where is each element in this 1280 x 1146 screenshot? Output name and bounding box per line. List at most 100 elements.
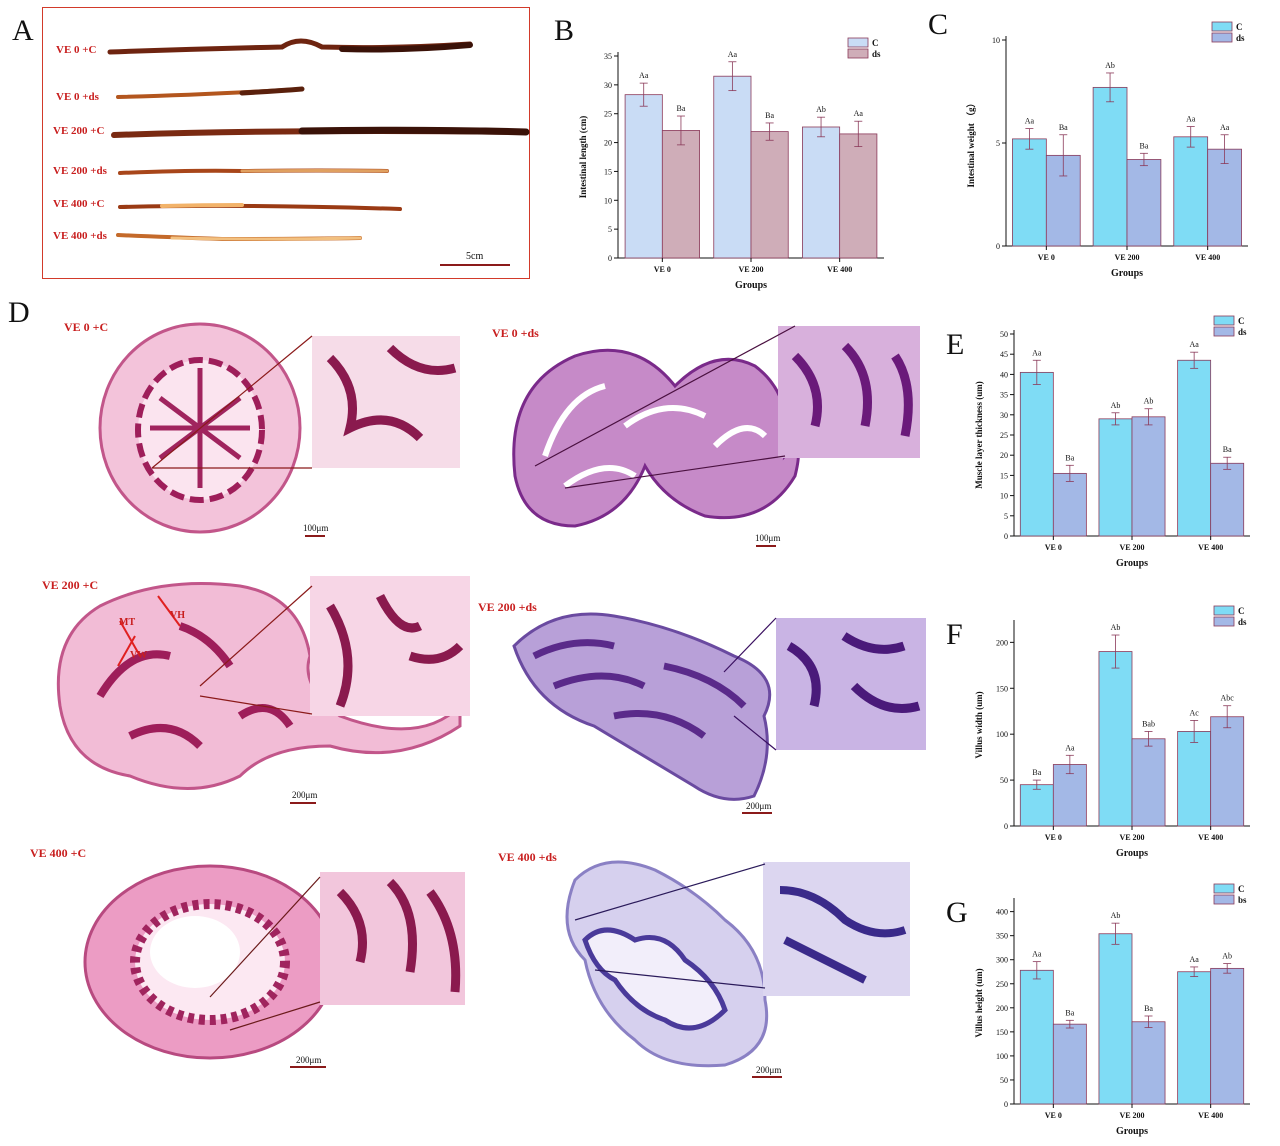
scale-label: 200μm <box>756 1065 782 1075</box>
significance-label: Ba <box>677 104 686 113</box>
bar <box>1177 971 1212 1105</box>
legend-label: C <box>1236 22 1243 32</box>
y-tick-label: 20 <box>1000 451 1008 460</box>
significance-label: Abc <box>1221 694 1235 703</box>
bar <box>713 75 752 259</box>
bar <box>839 133 878 259</box>
legend-swatch <box>1213 315 1235 326</box>
y-tick-label: 150 <box>996 1028 1008 1037</box>
x-axis-label: Groups <box>1111 268 1143 279</box>
histology-ve200-ds <box>512 612 926 801</box>
y-tick-label: 0 <box>1004 532 1008 541</box>
significance-label: Ab <box>1111 401 1121 410</box>
legend-swatch <box>1211 21 1233 32</box>
scale-bar <box>440 264 510 266</box>
bar <box>1131 1021 1166 1105</box>
panel-label-d: D <box>8 296 30 329</box>
y-tick-label: 25 <box>604 110 612 119</box>
y-tick-label: 100 <box>996 730 1008 739</box>
significance-label: Ac <box>1189 708 1199 717</box>
annotation-mt: MT <box>119 617 136 628</box>
x-axis-label: Groups <box>1116 848 1148 859</box>
histology-ve0-c <box>98 322 460 534</box>
legend-swatch <box>1213 326 1235 337</box>
significance-label: Ba <box>1065 1008 1074 1017</box>
panel-a-frame <box>42 7 530 279</box>
y-tick-label: 50 <box>1000 776 1008 785</box>
legend-label: ds <box>1236 33 1245 43</box>
legend-swatch <box>847 48 869 59</box>
y-tick-label: 50 <box>1000 330 1008 339</box>
chart-e-muscle-layer-thickness: 0 5 10 15 20 25 30 35 40 45 50 Aa Ba VE 0 Ab Ab VE 200 Aa… <box>974 315 1250 569</box>
panel-d-label: VE 200 +C <box>42 578 99 592</box>
bar <box>802 126 841 259</box>
x-tick-label: VE 200 <box>738 265 763 274</box>
panel-d-label: VE 0 +ds <box>492 326 539 340</box>
significance-label: Ab <box>1144 397 1154 406</box>
scale-label: 100μm <box>755 533 781 543</box>
chart-c-intestinal-weight: 0 5 10 Aa Ba VE 0 Ab Ba VE 200 Aa Aa VE 400 Groups In… <box>966 21 1248 279</box>
bar <box>1126 159 1162 247</box>
scale-bar <box>752 1076 782 1078</box>
panel-label-b: B <box>554 14 575 47</box>
bar <box>1098 933 1133 1105</box>
significance-label: Aa <box>854 109 864 118</box>
x-axis-label: Groups <box>1116 1126 1148 1137</box>
scale-bar <box>305 535 325 537</box>
bar <box>1019 969 1054 1105</box>
y-tick-label: 10 <box>604 196 612 205</box>
bar <box>1019 784 1054 827</box>
y-axis-label: Intestinal weight （g） <box>966 98 976 187</box>
significance-label: Ba <box>1139 141 1148 150</box>
panel-a-row-label: VE 0 +C <box>56 44 97 56</box>
bar <box>1019 371 1054 537</box>
y-axis-label: Intestinal length (cm) <box>578 116 588 199</box>
histology-ve400-c <box>83 864 465 1060</box>
y-tick-label: 15 <box>1000 471 1008 480</box>
x-tick-label: VE 0 <box>654 265 671 274</box>
scale-label: 200μm <box>292 790 318 800</box>
x-tick-label: VE 200 <box>1119 543 1144 552</box>
significance-label: Aa <box>639 71 649 80</box>
significance-label: Ba <box>1223 445 1232 454</box>
significance-label: Aa <box>1189 340 1199 349</box>
panel-d-label: VE 400 +C <box>30 846 87 860</box>
significance-label: Aa <box>1032 950 1042 959</box>
panel-label-c: C <box>928 8 949 41</box>
legend-label: C <box>872 38 879 48</box>
x-tick-label: VE 200 <box>1119 1111 1144 1120</box>
bar <box>661 130 700 259</box>
y-tick-label: 30 <box>604 81 612 90</box>
panel-d-label: VE 400 +ds <box>498 850 557 864</box>
histology-ve200-c <box>56 576 470 790</box>
significance-label: Aa <box>1186 115 1196 124</box>
legend-swatch <box>1213 883 1235 894</box>
bar <box>1052 1023 1087 1105</box>
bar <box>1210 716 1245 827</box>
panel-a-row-label: VE 200 +C <box>53 125 105 137</box>
x-tick-label: VE 400 <box>1198 543 1223 552</box>
significance-label: Bab <box>1142 719 1155 728</box>
panel-d-label: VE 0 +C <box>64 320 109 334</box>
bar <box>1092 86 1128 247</box>
y-tick-label: 100 <box>996 1052 1008 1061</box>
scale-label: 100μm <box>303 523 329 533</box>
scale-bar <box>290 802 316 804</box>
bar <box>1131 416 1166 537</box>
bar <box>1012 138 1047 247</box>
annotation-vh: VH <box>170 610 185 621</box>
chart-b-intestinal-length: 0 5 10 15 20 25 30 35 Aa Ba VE 0 Aa Ba VE 200 Ab Aa VE 4… <box>578 37 884 291</box>
x-tick-label: VE 400 <box>1198 833 1223 842</box>
legend-label: ds <box>872 49 881 59</box>
y-tick-label: 5 <box>608 225 612 234</box>
significance-label: Ab <box>1222 952 1232 961</box>
bar <box>1177 359 1212 537</box>
y-tick-label: 300 <box>996 956 1008 965</box>
bar <box>1098 651 1133 827</box>
y-tick-label: 40 <box>1000 370 1008 379</box>
legend-label: C <box>1238 884 1245 894</box>
x-axis-label: Groups <box>1116 558 1148 569</box>
x-tick-label: VE 0 <box>1045 833 1062 842</box>
scale-label: 5cm <box>466 251 484 262</box>
y-tick-label: 10 <box>992 36 1000 45</box>
